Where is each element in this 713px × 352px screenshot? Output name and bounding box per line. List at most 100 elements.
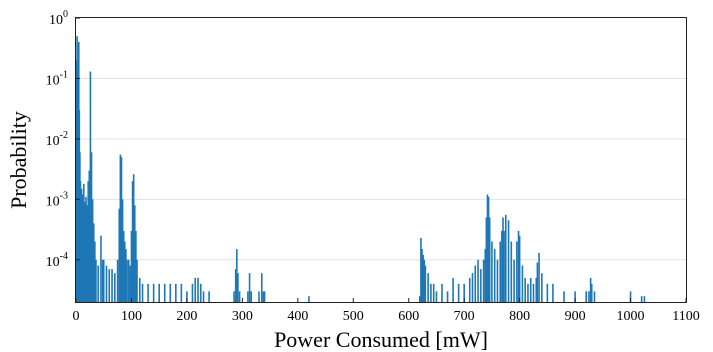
bar: [589, 277, 592, 302]
bar: [643, 296, 646, 302]
bar: [108, 269, 111, 302]
bar: [593, 291, 596, 302]
bar: [84, 202, 86, 302]
bar: [446, 291, 449, 302]
bar: [124, 241, 126, 302]
bar: [536, 262, 539, 302]
bar: [420, 237, 422, 302]
bar: [125, 249, 127, 302]
bar: [175, 283, 177, 302]
bar: [527, 283, 529, 302]
bar: [585, 291, 587, 302]
bar: [90, 152, 93, 302]
x-axis-ticks: 0 100 200 300 400 500 600 700 800 900 1000 1100: [73, 298, 700, 324]
bar: [194, 277, 197, 302]
bar: [258, 291, 260, 302]
bar: [169, 283, 172, 302]
bar: [503, 230, 505, 302]
bar: [427, 273, 429, 302]
bar: [432, 283, 435, 302]
bar: [97, 265, 99, 302]
bar: [588, 291, 590, 302]
bar: [546, 283, 549, 302]
bar: [202, 291, 205, 302]
bar: [208, 291, 210, 302]
bar: [234, 269, 237, 302]
x-tick-label: 400: [287, 309, 308, 324]
bar: [191, 283, 194, 302]
bar: [127, 259, 130, 302]
bar: [138, 277, 141, 302]
bar: [129, 265, 132, 302]
bar: [457, 283, 460, 302]
bar: [486, 194, 489, 302]
bar: [238, 291, 241, 302]
bar: [485, 217, 488, 302]
bar: [233, 291, 235, 302]
bar: [87, 181, 89, 302]
bar: [82, 183, 85, 302]
bar: [493, 249, 496, 302]
bar: [488, 217, 491, 302]
bar: [102, 259, 105, 302]
bar: [563, 291, 565, 302]
bar: [121, 199, 124, 302]
x-tick-label: 800: [509, 309, 530, 324]
bar: [491, 241, 493, 302]
bar: [482, 259, 485, 302]
bar: [521, 265, 524, 302]
bar: [518, 235, 521, 302]
y-tick-label: 10-2: [46, 130, 68, 149]
bar: [262, 291, 265, 302]
bar: [535, 277, 538, 302]
bar: [504, 215, 507, 302]
bar: [507, 220, 510, 302]
y-tick-label: 10-4: [46, 251, 68, 270]
bar: [116, 259, 119, 302]
bar: [423, 259, 426, 302]
bar: [487, 196, 490, 302]
bar: [441, 283, 443, 302]
bar: [496, 259, 499, 302]
bar: [105, 265, 108, 302]
bar: [502, 217, 504, 302]
bar: [114, 273, 116, 302]
bar: [122, 230, 125, 302]
x-tick-label: 700: [454, 309, 475, 324]
y-axis-label: Probability: [6, 111, 31, 209]
bar: [88, 170, 91, 302]
bar: [94, 241, 96, 302]
bar: [590, 283, 593, 302]
bar: [529, 277, 532, 302]
x-axis-label: Power Consumed [mW]: [274, 327, 488, 352]
bar: [158, 283, 160, 302]
bar: [477, 259, 479, 302]
bar: [86, 205, 88, 302]
bar: [118, 208, 121, 302]
plot-frame: [75, 17, 687, 303]
bar: [552, 283, 554, 302]
bar: [92, 223, 95, 302]
bar: [640, 296, 643, 302]
bar: [120, 157, 123, 302]
bar: [89, 71, 92, 302]
x-tick-label: 900: [565, 309, 586, 324]
bar: [152, 283, 155, 302]
bar: [91, 199, 94, 302]
bar: [430, 283, 432, 302]
bar: [131, 181, 134, 302]
bar: [421, 249, 423, 302]
bar-series: [75, 36, 646, 303]
bar: [484, 249, 487, 302]
bar: [513, 259, 515, 302]
bar: [126, 259, 128, 302]
bar: [135, 230, 137, 302]
x-tick-label: 1000: [617, 309, 645, 324]
bar: [452, 277, 454, 302]
x-tick-label: 300: [232, 309, 253, 324]
bar: [422, 254, 424, 302]
bar: [180, 283, 183, 302]
bar: [541, 273, 543, 302]
bar: [308, 296, 310, 302]
bar: [435, 291, 438, 302]
